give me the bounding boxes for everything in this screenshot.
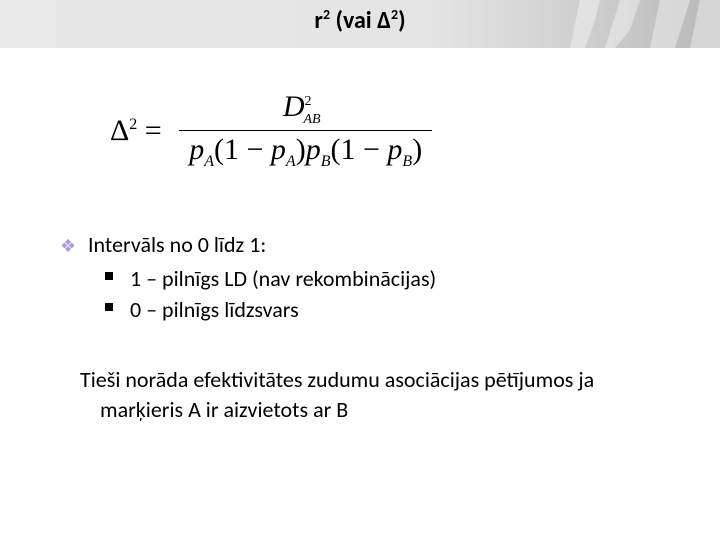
formula: Δ2 = D2AB pA(1 − pA)pB(1 − pB) [110,90,432,171]
slide-title: r2 (vai Δ2) [0,6,720,35]
den-pA: p [189,133,204,166]
diamond-bullet-icon: ❖ [60,234,76,258]
bullet-sub2-text: 0 – pilnīgs līdzsvars [130,296,299,323]
bullet-sub-2: 0 – pilnīgs līdzsvars [60,295,680,325]
den-open: (1 − [214,133,271,166]
title-close: ) [398,6,405,35]
formula-delta: Δ [110,114,129,147]
den-pA2: p [271,133,286,166]
formula-denominator: pA(1 − pA)pB(1 − pB) [179,130,432,171]
bullet-main-text: Intervāls no 0 līdz 1: [88,231,266,258]
bullet-sub1-text: 1 – pilnīgs LD (nav rekombinācijas) [130,265,436,292]
den-pB2: p [387,133,402,166]
square-bullet-icon [105,272,113,280]
bullet-main: ❖ Intervāls no 0 līdz 1: [60,230,680,260]
formula-eq: = [137,114,161,147]
bullet-sub-1: 1 – pilnīgs LD (nav rekombinācijas) [60,264,680,294]
den-B2: B [402,153,412,170]
title-delta: Δ [377,6,391,35]
title-vai: (vai [330,6,377,35]
den-open2: (1 − [330,133,387,166]
num-sup: 2 [304,94,311,109]
square-bullet-icon [105,303,113,311]
title-sup1: 2 [323,6,330,23]
den-close: ) [296,133,306,166]
num-sub: AB [303,112,320,127]
den-pB: p [306,133,321,166]
formula-numerator: D2 AB [179,90,432,130]
paragraph-text: Tieši norāda efektivitātes zudumu asociā… [80,366,594,423]
den-close2: ) [412,133,422,166]
title-r: r [314,6,323,35]
paragraph: Tieši norāda efektivitātes zudumu asociā… [80,365,680,424]
num-D: D [283,90,305,123]
den-A2: A [286,153,296,170]
den-A: A [204,153,214,170]
content-area: ❖ Intervāls no 0 līdz 1: 1 – pilnīgs LD … [60,230,680,424]
